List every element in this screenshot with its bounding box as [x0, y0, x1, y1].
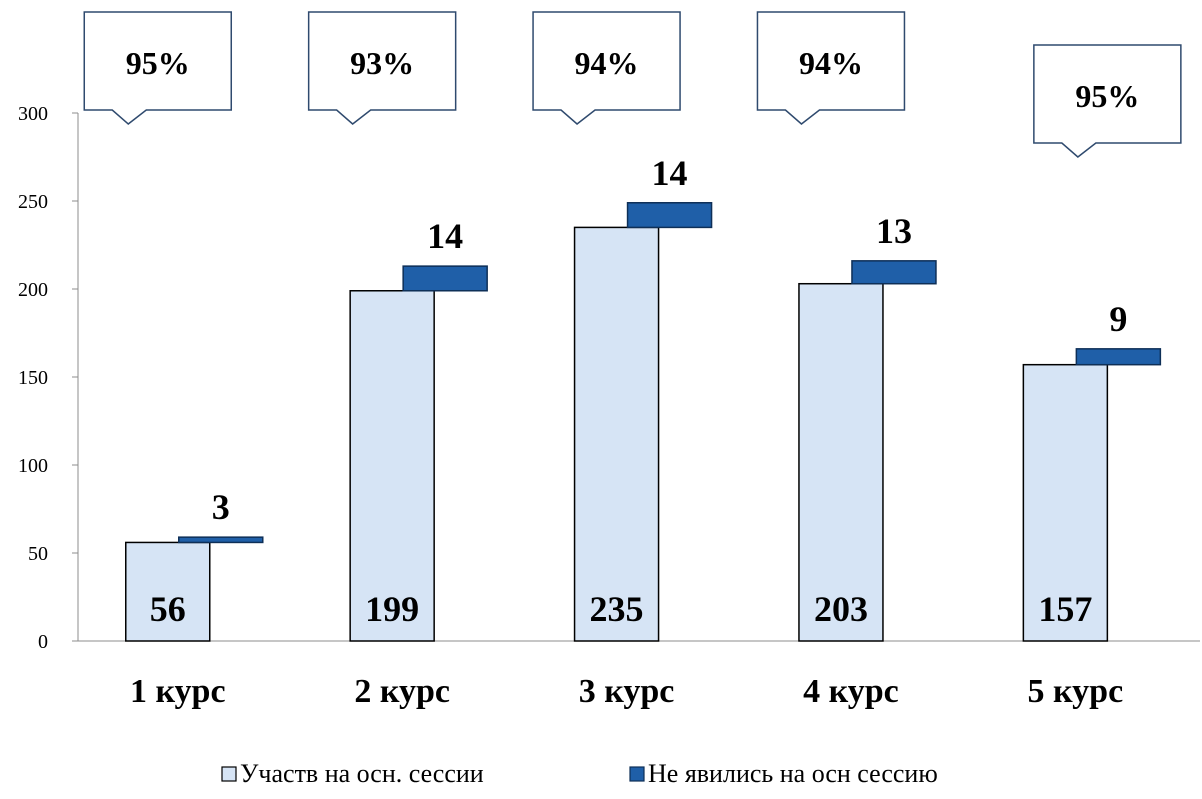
x-axis: 1 курс 2 курс 3 курс 4 курс 5 курс [78, 640, 1200, 710]
bar-absent [178, 536, 264, 544]
bar-absent [626, 202, 713, 229]
legend-label: Участв на осн. сессии [240, 759, 484, 788]
percent-callout-value: 94% [799, 45, 863, 81]
bar-absent-value: 13 [876, 211, 912, 251]
bar-absent [1075, 348, 1162, 366]
legend-swatch [629, 766, 645, 782]
legend-swatch [221, 766, 237, 782]
percent-callout-value: 95% [126, 45, 190, 81]
x-category-label: 2 курс [354, 673, 450, 710]
y-tick-label: 100 [18, 455, 48, 477]
percent-callout-box [1033, 44, 1182, 158]
percent-callout-value: 95% [1075, 78, 1139, 114]
y-tick-label: 0 [38, 631, 48, 653]
percent-callout-box [83, 11, 233, 125]
percent-callout-box [532, 11, 681, 125]
x-category-label: 3 курс [579, 673, 675, 710]
bar-absent [402, 265, 488, 292]
y-tick-label: 150 [18, 367, 48, 389]
y-axis: 0 50 100 150 200 250 300 [18, 103, 79, 653]
percent-callout-box [756, 11, 906, 125]
bar-absent-value: 3 [212, 487, 230, 527]
bar-absent-value: 14 [427, 216, 463, 256]
bar-absent-value: 9 [1109, 299, 1127, 339]
bar-participants-value: 157 [1038, 589, 1092, 629]
x-category-label: 5 курс [1028, 673, 1124, 710]
x-category-label: 1 курс [130, 673, 226, 710]
bar-participants-value: 235 [590, 589, 644, 629]
bar-participants-value: 199 [365, 589, 419, 629]
percent-callout-value: 94% [575, 45, 639, 81]
y-tick-label: 250 [18, 191, 48, 213]
y-tick-label: 300 [18, 103, 48, 125]
percent-callout-box [307, 11, 457, 125]
bar-participants [573, 226, 660, 642]
percent-callouts: 95% 93% 94% 94% 95% [83, 11, 1182, 158]
y-tick-label: 50 [28, 543, 48, 565]
bar-absent [851, 260, 937, 285]
legend: Участв на осн. сессии Не явились на осн с… [221, 759, 938, 788]
bars-group: 56 3 199 14 235 14 203 13 157 9 [125, 153, 1162, 642]
bar-participants-value: 203 [814, 589, 868, 629]
bar-participants [1022, 363, 1109, 642]
y-tick-label: 200 [18, 279, 48, 301]
bar-absent-value: 14 [652, 153, 688, 193]
x-category-label: 4 курс [803, 673, 899, 710]
percent-callout-value: 93% [350, 45, 414, 81]
bar-participants [798, 282, 884, 642]
bar-participants [125, 541, 211, 642]
bar-participants [349, 290, 435, 642]
bar-participants-value: 56 [150, 589, 186, 629]
legend-label: Не явились на осн сессию [648, 759, 938, 788]
